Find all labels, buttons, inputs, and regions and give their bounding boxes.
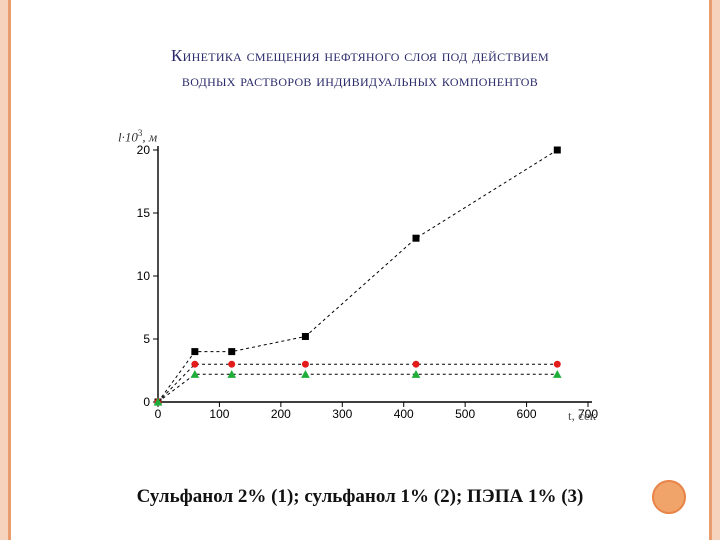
slide-caption: Сульфанол 2% (1); сульфанол 1% (2); ПЭПА… [40,486,680,508]
kinetics-chart: 010020030040050060070005101520123 [118,130,598,430]
left-edge-outer [0,0,8,540]
svg-text:0: 0 [143,395,150,409]
svg-text:0: 0 [155,407,162,421]
slide-title: Кинетика смещения нефтяного слоя под дей… [40,44,680,93]
svg-text:300: 300 [332,407,352,421]
title-line-2: водных растворов индивидуальных компонен… [182,71,538,90]
svg-text:400: 400 [394,407,414,421]
right-edge-inner [709,0,712,540]
svg-text:10: 10 [137,269,151,283]
svg-text:600: 600 [517,407,537,421]
svg-text:5: 5 [143,332,150,346]
right-edge-outer [712,0,720,540]
svg-text:200: 200 [271,407,291,421]
svg-text:100: 100 [209,407,229,421]
slide-root: Кинетика смещения нефтяного слоя под дей… [0,0,720,540]
svg-text:15: 15 [137,206,151,220]
accent-circle-icon [652,480,686,514]
title-line-1: Кинетика смещения нефтяного слоя под дей… [171,46,549,65]
svg-text:500: 500 [455,407,475,421]
x-axis-label: t, сек [568,408,596,424]
svg-text:20: 20 [137,143,151,157]
left-edge-inner [8,0,11,540]
